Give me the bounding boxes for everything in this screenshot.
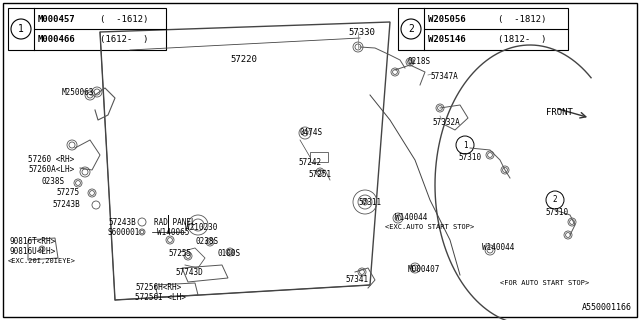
Text: FRONT: FRONT [546,108,573,117]
Text: 0100S: 0100S [218,249,241,258]
Text: 57330: 57330 [348,28,375,37]
Bar [398,8,568,50]
Text: <EXC.AUTO START STOP>: <EXC.AUTO START STOP> [385,224,474,230]
Text: RAD PANEL: RAD PANEL [154,218,196,227]
Text: W140044: W140044 [395,213,428,222]
Text: M000466: M000466 [38,35,76,44]
Text: 57275: 57275 [56,188,79,197]
Circle shape [456,136,474,154]
Bar [8,8,166,50]
Text: 2: 2 [408,24,414,34]
Text: 2: 2 [553,196,557,204]
Text: <EXC.20I,20IEYE>: <EXC.20I,20IEYE> [8,258,76,264]
Text: 90816T<RH>: 90816T<RH> [10,237,56,246]
Text: 0238S: 0238S [196,237,219,246]
Text: 57256I <LH>: 57256I <LH> [135,293,186,302]
Text: 57260A<LH>: 57260A<LH> [28,165,74,174]
Text: 1: 1 [18,24,24,34]
Text: (1612-  ): (1612- ) [100,35,148,44]
Text: M000407: M000407 [408,265,440,274]
Text: 1: 1 [463,140,467,149]
Text: 57242: 57242 [298,158,321,167]
Text: 57251: 57251 [308,170,331,179]
Circle shape [401,19,421,39]
Text: W205056: W205056 [428,15,466,24]
Text: 57332A: 57332A [432,118,460,127]
Text: <FOR AUTO START STOP>: <FOR AUTO START STOP> [500,280,589,286]
Text: 57341: 57341 [345,275,368,284]
Text: 57310: 57310 [545,208,568,217]
Text: M000457: M000457 [38,15,76,24]
Circle shape [546,191,564,209]
Text: W210230: W210230 [185,223,218,232]
Text: M250063: M250063 [62,88,94,97]
Text: 57243B: 57243B [52,200,80,209]
Text: (1812-  ): (1812- ) [498,35,547,44]
Circle shape [11,19,31,39]
Text: 57347A: 57347A [430,72,458,81]
Text: W140065: W140065 [157,228,189,237]
Text: 0474S: 0474S [300,128,323,137]
Text: 57260 <RH>: 57260 <RH> [28,155,74,164]
Text: 57256H<RH>: 57256H<RH> [135,283,181,292]
Text: W205146: W205146 [428,35,466,44]
Text: 57311: 57311 [358,198,381,207]
Text: 57243B: 57243B [108,218,136,227]
Text: 57220: 57220 [230,55,257,64]
Bar [310,152,328,162]
Text: 57310: 57310 [458,153,481,162]
Text: S600001: S600001 [108,228,140,237]
Text: W140044: W140044 [482,243,515,252]
Text: (  -1612): ( -1612) [100,15,148,24]
Text: 0238S: 0238S [42,177,65,186]
Text: 57255: 57255 [168,249,191,258]
Text: (  -1812): ( -1812) [498,15,547,24]
Text: A550001166: A550001166 [582,303,632,312]
Text: 90816U<LH>: 90816U<LH> [10,247,56,256]
Text: 0218S: 0218S [408,57,431,66]
Text: 57743D: 57743D [175,268,203,277]
